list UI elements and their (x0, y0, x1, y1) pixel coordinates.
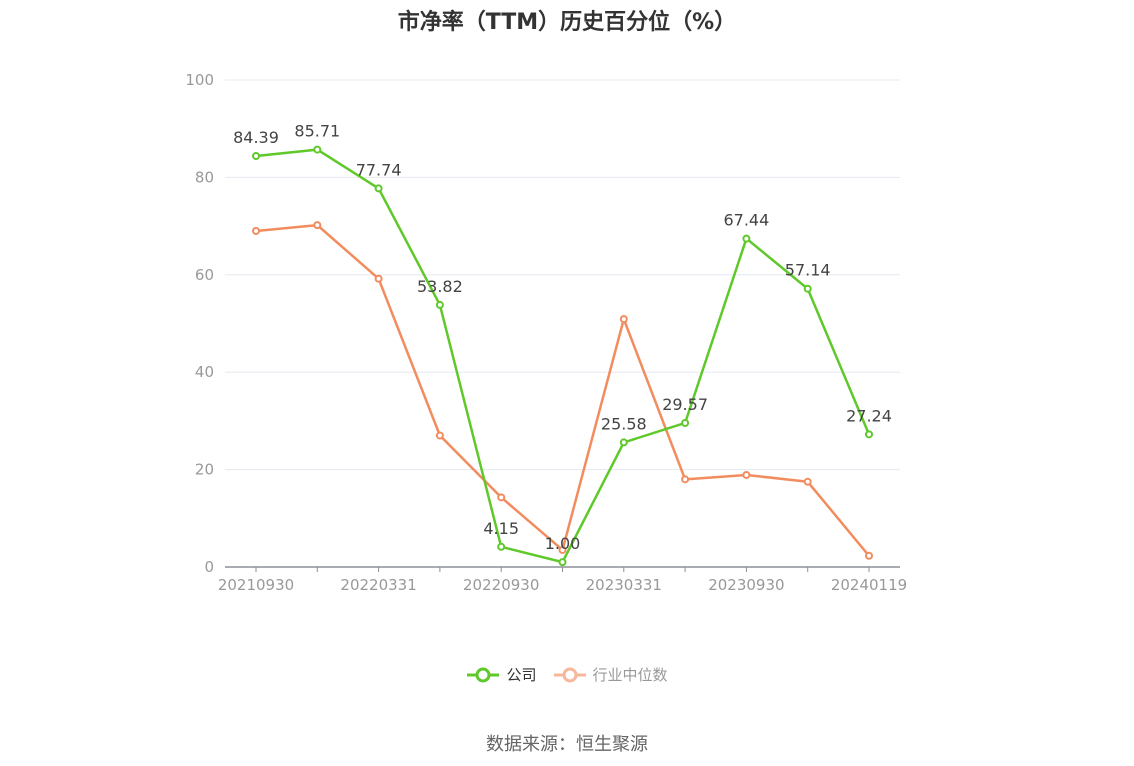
data-label: 1.00 (545, 534, 581, 553)
data-label: 57.14 (785, 261, 831, 280)
data-label: 53.82 (417, 277, 463, 296)
grid-lines (225, 79, 900, 471)
legend-company-marker-icon (467, 667, 500, 682)
data-point[interactable] (681, 418, 690, 427)
data-label: 29.57 (662, 395, 708, 414)
data-point[interactable] (252, 226, 260, 235)
chart-title: 市净率（TTM）历史百分位（%） (397, 10, 737, 35)
legend-item-industry-median[interactable]: 行业中位数 (553, 664, 668, 685)
series-lines (252, 145, 873, 567)
data-point[interactable] (497, 542, 506, 551)
series-line-0 (255, 148, 871, 564)
data-point[interactable] (313, 221, 322, 230)
axes: 0 20 40 60 80 100 20210930 20220331 20220930 2023… (185, 71, 907, 594)
data-point[interactable] (865, 430, 873, 439)
x-tick-label: 20230331 (586, 576, 662, 594)
data-point[interactable] (619, 315, 628, 324)
data-point[interactable] (435, 300, 444, 309)
data-label: 27.24 (846, 406, 892, 425)
data-label: 67.44 (723, 211, 769, 230)
data-point[interactable] (313, 145, 322, 154)
legend: 公司 行业中位数 (0, 664, 1134, 685)
y-tick-label: 80 (195, 168, 214, 186)
x-tick-label: 20220930 (463, 576, 539, 594)
data-point[interactable] (497, 493, 506, 502)
data-point[interactable] (742, 470, 751, 479)
legend-company-label: 公司 (506, 666, 537, 684)
data-labels: 84.39 85.71 77.74 53.82 4.15 1.00 25.58 29.57 67… (233, 122, 892, 554)
data-label: 25.58 (601, 414, 647, 433)
y-tick-label: 20 (195, 461, 214, 479)
data-point[interactable] (803, 477, 812, 486)
x-tick-label: 20210930 (218, 576, 294, 594)
data-point[interactable] (803, 284, 812, 293)
data-label: 4.15 (483, 519, 519, 538)
x-tick-label: 20230930 (708, 576, 784, 594)
y-tick-label: 40 (195, 363, 214, 381)
x-tick-label: 20240119 (831, 576, 907, 594)
data-point[interactable] (681, 475, 690, 484)
data-point[interactable] (742, 234, 751, 243)
data-label: 84.39 (233, 128, 279, 147)
x-tick-label: 20220331 (340, 576, 416, 594)
legend-industry-marker-icon (553, 667, 586, 682)
data-point[interactable] (435, 431, 444, 440)
source-note: 数据来源：恒生聚源 (486, 734, 648, 755)
legend-item-company[interactable]: 公司 (466, 664, 537, 685)
data-point[interactable] (374, 274, 383, 283)
data-point[interactable] (619, 438, 628, 447)
data-point[interactable] (252, 152, 260, 161)
data-label: 85.71 (294, 122, 340, 141)
y-tick-label: 0 (204, 558, 214, 576)
y-tick-label: 100 (185, 71, 214, 89)
data-point[interactable] (558, 545, 567, 554)
data-point[interactable] (865, 551, 873, 560)
data-label: 77.74 (356, 160, 402, 179)
y-tick-label: 60 (195, 266, 214, 284)
data-point[interactable] (374, 184, 383, 193)
legend-industry-label: 行业中位数 (592, 666, 668, 684)
data-point[interactable] (558, 558, 567, 567)
